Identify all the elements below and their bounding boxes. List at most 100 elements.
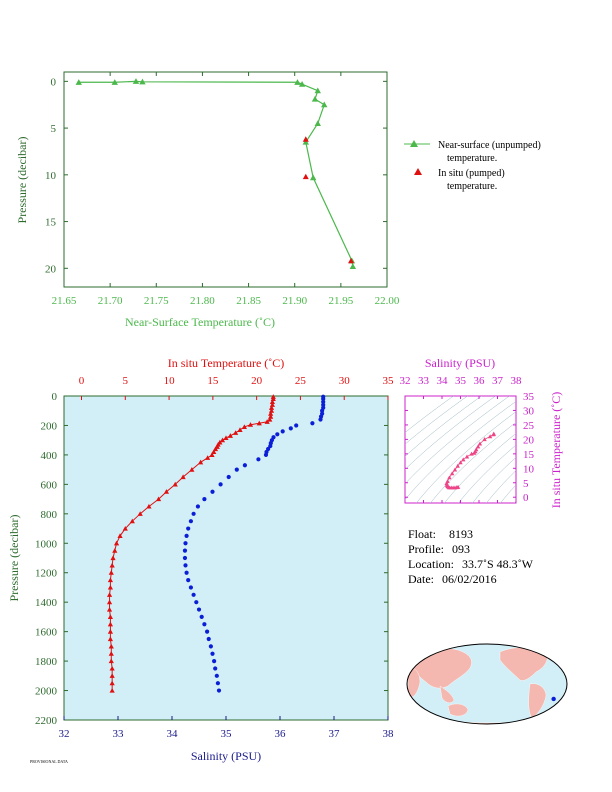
x-tick-label: 21.65: [52, 295, 77, 307]
ts-point: [449, 471, 455, 476]
density-contour: [535, 381, 612, 513]
location-value: 33.7˚S 48.3˚W: [462, 557, 534, 571]
location-label: Location:: [408, 557, 454, 571]
map-continent-se-asia: [439, 685, 455, 703]
y-tick-label: 20: [45, 263, 57, 275]
ts-x-tick-label: 35: [455, 375, 467, 387]
temperature-point: [269, 399, 276, 404]
salinity-point: [186, 526, 191, 531]
date-value: 06/02/2016: [442, 572, 497, 586]
ts-y-tick-label: 15: [523, 449, 535, 461]
temperature-tick-label: 30: [339, 375, 351, 387]
salinity-point: [210, 651, 215, 656]
near-surface-point: [349, 263, 357, 269]
ts-plot-frame: [404, 395, 517, 504]
temperature-point: [146, 503, 152, 509]
salinity-point: [318, 417, 323, 422]
ts-point: [455, 463, 460, 468]
profile-chart: 0200400600800100012001400160018002000220…: [7, 356, 394, 763]
temperature-point: [209, 452, 215, 457]
salinity-tick-label: 36: [275, 728, 287, 740]
y-tick-label: 0: [52, 391, 58, 403]
near-surface-point: [75, 79, 82, 85]
salinity-point: [242, 463, 247, 468]
salinity-point: [182, 548, 188, 553]
footer-provisional-label: PROVISIONAL DATA: [30, 759, 68, 764]
near-surface-point: [311, 95, 319, 102]
legend-marker-near-surface: [410, 140, 418, 147]
ts-y-tick-label: 20: [523, 434, 535, 446]
density-contour: [405, 396, 454, 433]
temperature-point: [108, 643, 114, 649]
profile-series: [106, 394, 326, 693]
temperature-point: [117, 533, 123, 538]
x-tick-label: 21.70: [98, 295, 123, 307]
ts-point: [464, 454, 470, 459]
salinity-point: [321, 399, 326, 404]
near-surface-chart: 21.65 21.70 21.75 21.80 21.85 21.90 21.95 22.00…: [15, 71, 400, 329]
temperature-point: [268, 411, 274, 416]
salinity-point: [310, 421, 315, 426]
y-tick-label: 10: [45, 170, 57, 182]
salinity-point: [196, 607, 202, 612]
x-tick-label: 22.00: [375, 295, 400, 307]
salinity-point: [212, 658, 217, 664]
y-tick-label: 1000: [35, 538, 58, 550]
salinity-point: [184, 533, 189, 539]
temperature-point: [107, 636, 114, 642]
y-tick-label: 1800: [35, 656, 58, 668]
salinity-point: [191, 511, 196, 516]
temperature-point: [107, 629, 114, 634]
temperature-axis-label: In situ Temperature (˚C): [168, 356, 285, 370]
ts-point: [475, 444, 481, 449]
temperature-point: [227, 433, 233, 438]
temperature-point: [108, 570, 114, 575]
salinity-point: [215, 681, 220, 686]
temperature-tick-label: 35: [383, 375, 395, 387]
ts-y-tick-label: 35: [523, 391, 535, 403]
ts-point: [445, 479, 450, 484]
salinity-point: [202, 496, 207, 502]
y-tick-label: 2000: [35, 686, 58, 698]
y-tick-label: 1200: [35, 568, 58, 580]
near-surface-x-axis-label: Near-Surface Temperature (˚C): [125, 315, 275, 329]
density-contour: [444, 433, 516, 503]
salinity-point: [268, 443, 273, 449]
float-label: Float:: [408, 527, 436, 541]
ts-point: [477, 441, 483, 446]
density-contour: [458, 444, 516, 503]
profile-value: 093: [452, 542, 470, 556]
near-surface-x-ticks: 21.65 21.70 21.75 21.80 21.85 21.90 21.95 22.00: [52, 72, 400, 307]
salinity-tick-label: 35: [221, 728, 233, 740]
salinity-point: [205, 629, 210, 634]
salinity-point: [216, 688, 222, 693]
ts-point: [473, 449, 478, 454]
legend-marker-in-situ: [414, 168, 422, 175]
density-contour: [405, 396, 496, 470]
ts-point: [458, 460, 463, 465]
salinity-axis-label: Salinity (PSU): [191, 749, 261, 763]
temperature-tick-label: 0: [79, 375, 85, 387]
salinity-point: [321, 396, 326, 402]
density-contour: [521, 381, 612, 513]
world-map: [406, 643, 568, 725]
temperature-point: [172, 481, 178, 487]
salinity-tick-label: 34: [167, 728, 179, 740]
temperature-tick-label: 15: [207, 375, 219, 387]
temperature-point: [211, 449, 217, 455]
temperature-point: [180, 474, 186, 480]
temperature-point: [107, 621, 114, 627]
ts-y-ticks: 0 5 10 15 20 25 30 35: [405, 391, 535, 504]
salinity-point: [183, 563, 188, 568]
temperature-point: [270, 396, 276, 402]
temperature-point: [163, 489, 170, 494]
in-situ-point: [302, 136, 309, 142]
salinity-point: [206, 636, 211, 642]
salinity-point: [188, 519, 193, 524]
y-tick-label: 600: [41, 479, 58, 491]
y-tick-label: 1600: [35, 627, 58, 639]
legend-label-in-situ-1: In situ (pumped): [438, 168, 505, 179]
salinity-point: [256, 457, 261, 462]
y-tick-label: 0: [51, 76, 57, 88]
